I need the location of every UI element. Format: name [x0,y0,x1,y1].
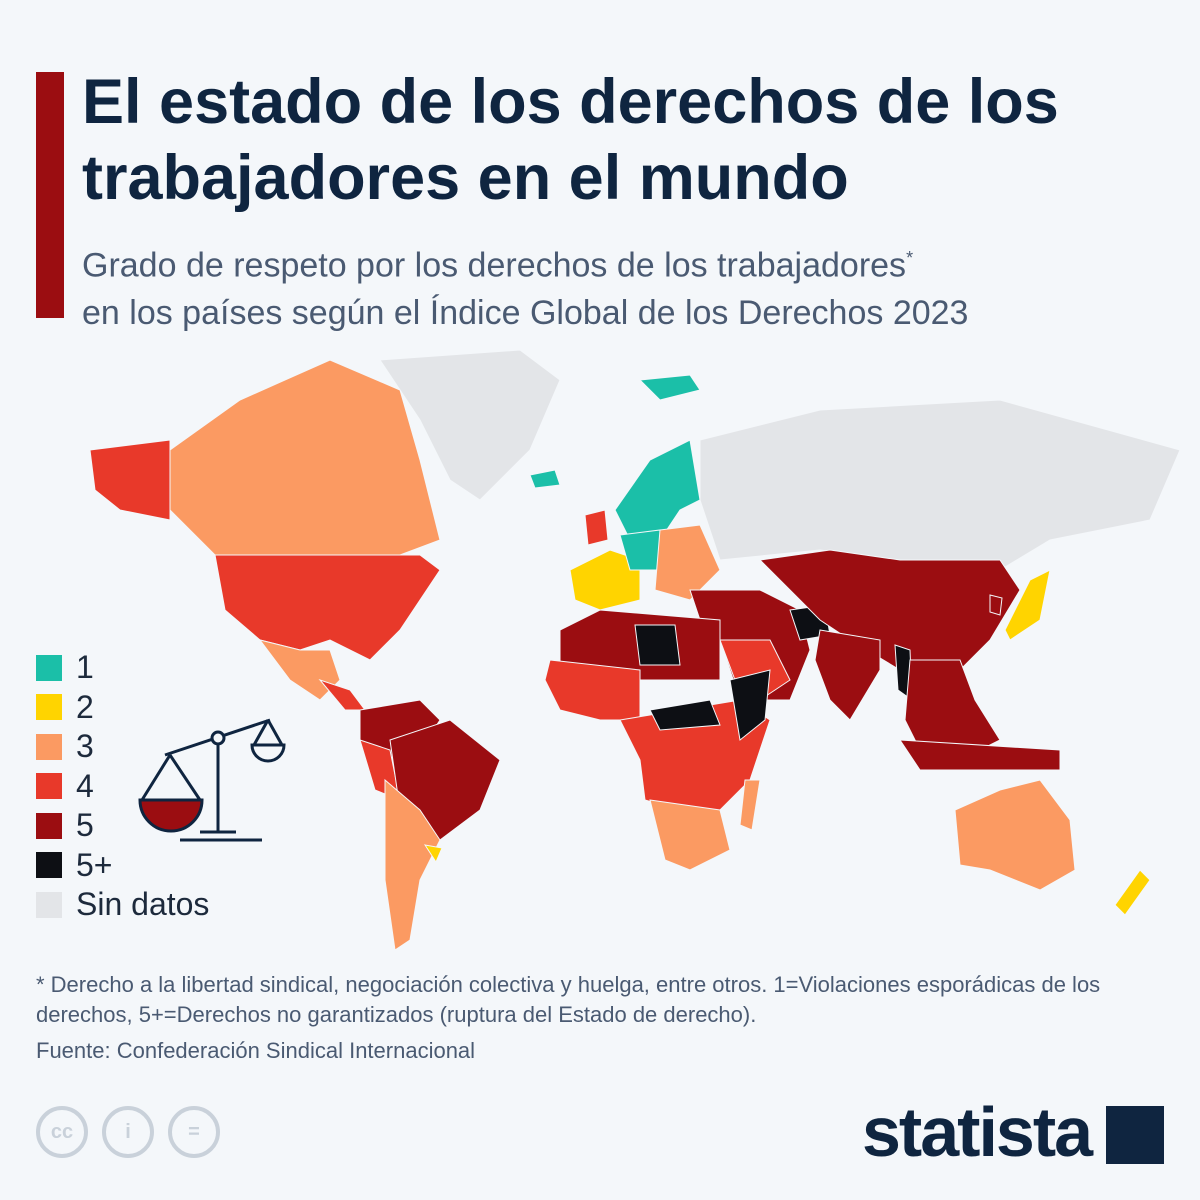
attribution-icon[interactable]: i [102,1106,154,1158]
japan [1004,569,1051,641]
eastern-europe [654,524,721,601]
svalbard [638,374,701,401]
uk [584,509,609,546]
legend: 1 2 3 4 5 5+ Sin datos [36,648,209,925]
alaska [89,439,171,521]
libya [634,624,681,666]
west-africa [544,659,641,721]
russia [699,399,1181,571]
scales-icon [138,718,286,842]
horn-of-africa [729,669,771,741]
australia [954,779,1076,891]
new-zealand [1114,869,1151,916]
world-map [89,349,1181,951]
legend-item-3: 3 [36,727,209,767]
no-derivatives-icon[interactable]: = [168,1106,220,1158]
accent-bar [36,72,64,318]
legend-item-4: 4 [36,767,209,807]
central-america [318,678,366,711]
mexico [258,639,341,701]
cc-icon[interactable]: cc [36,1106,88,1158]
subtitle-line2: en los países según el Índice Global de … [82,294,969,333]
scandinavia [614,439,701,541]
western-europe [569,549,641,611]
legend-item-5: 5 [36,806,209,846]
madagascar [739,779,761,831]
uruguay [423,844,443,864]
footnote-mark: * [906,248,914,268]
statista-logo-mark-icon [1106,1106,1164,1164]
indonesia [899,739,1061,771]
subtitle: Grado de respeto por los derechos de los… [82,234,1182,337]
statista-logo[interactable]: statista [862,1093,1093,1171]
argentina-chile [384,778,441,951]
sudan-south-sudan [649,699,721,731]
footnote: * Derecho a la libertad sindical, negoci… [36,972,1101,1027]
legend-item-1: 1 [36,648,209,688]
legend-item-no-data: Sin datos [36,885,209,925]
license-icons: cc i = [36,1106,220,1158]
korea [989,594,1003,616]
southern-africa [649,799,731,871]
page-title: El estado de los derechos de los trabaja… [82,67,1059,213]
india [814,629,881,721]
iceland [529,469,561,489]
legend-item-2: 2 [36,688,209,728]
saudi-arabia [719,639,791,701]
greenland [379,349,561,501]
legend-item-5plus: 5+ [36,846,209,886]
source: Fuente: Confederación Sindical Internaci… [36,1038,476,1063]
usa [214,554,441,661]
subtitle-line1: Grado de respeto por los derechos de los… [82,246,907,285]
canada [169,359,441,556]
